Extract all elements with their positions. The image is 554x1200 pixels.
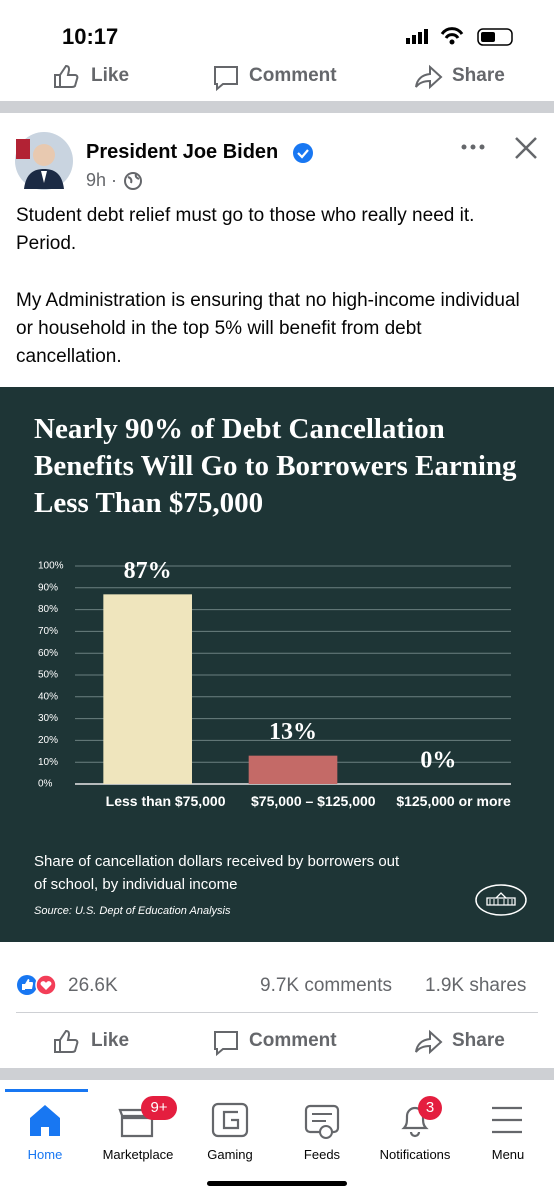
chart-title: Nearly 90% of Debt Cancellation Benefits… (34, 413, 517, 519)
share-button[interactable]: Share (452, 65, 505, 86)
comment-icon[interactable] (212, 64, 240, 92)
nav-icons (30, 1102, 522, 1139)
home-icon[interactable] (30, 1105, 60, 1136)
time: 10:17 (62, 24, 119, 49)
y-tick-label: 10% (38, 757, 58, 768)
nav-notifications[interactable]: Notifications (379, 1147, 451, 1162)
y-tick-label: 60% (38, 648, 58, 659)
comment-count[interactable]: 9.7K comments (260, 975, 392, 996)
notifications-icon[interactable] (401, 1106, 429, 1138)
separator (0, 1068, 554, 1080)
nav-home[interactable]: Home (27, 1147, 63, 1162)
badge: 9+ (141, 1096, 177, 1120)
active-tab-indicator (5, 1089, 88, 1092)
gaming-icon[interactable] (211, 1102, 249, 1138)
globe-icon (124, 172, 142, 190)
x-tick-label: Less than $75,000 (105, 793, 226, 809)
reaction-icons[interactable] (16, 974, 66, 996)
nav-feeds[interactable]: Feeds (303, 1147, 341, 1162)
nav-gaming[interactable]: Gaming (207, 1147, 253, 1162)
y-tick-label: 0% (38, 779, 53, 790)
y-tick-label: 70% (38, 626, 58, 637)
post-menu[interactable] (458, 136, 542, 162)
share-icon[interactable] (414, 64, 444, 90)
x-tick-label: $75,000 – $125,000 (251, 793, 376, 809)
white-house-logo (475, 884, 527, 916)
comment-icon[interactable] (212, 1029, 240, 1057)
share-icon[interactable] (414, 1029, 444, 1055)
y-tick-label: 20% (38, 735, 58, 746)
post-text: My Administration is ensuring that no hi… (16, 290, 520, 367)
status-icons (406, 27, 513, 46)
like-button[interactable]: Like (91, 65, 130, 86)
home-indicator (207, 1181, 347, 1186)
y-tick-label: 80% (38, 604, 58, 615)
nav-marketplace[interactable]: Marketplace (102, 1147, 174, 1162)
share-button[interactable]: Share (452, 1030, 505, 1051)
comment-button[interactable]: Comment (249, 1030, 337, 1051)
verified-badge (293, 143, 313, 163)
value-label: 87% (124, 558, 172, 584)
bar (248, 755, 338, 784)
y-tick-label: 100% (38, 561, 64, 572)
value-label: 0% (420, 748, 456, 774)
x-tick-label: $125,000 or more (396, 793, 511, 809)
y-tick-label: 90% (38, 582, 58, 593)
y-tick-label: 50% (38, 670, 58, 681)
nav-menu[interactable]: Menu (491, 1147, 525, 1162)
like-icon[interactable] (52, 1029, 82, 1055)
bar (103, 594, 192, 784)
chart-source: Source: U.S. Dept of Education Analysis (34, 905, 231, 917)
post-time: 9h · (86, 170, 118, 190)
like-button[interactable]: Like (91, 1030, 130, 1051)
separator (0, 101, 554, 113)
divider (16, 1012, 538, 1013)
share-count[interactable]: 1.9K shares (425, 975, 527, 996)
badge: 3 (418, 1096, 442, 1120)
like-icon[interactable] (52, 64, 82, 90)
reaction-count[interactable]: 26.6K (68, 975, 118, 996)
chart-image[interactable]: Nearly 90% of Debt Cancellation Benefits… (0, 387, 554, 942)
value-label: 13% (269, 719, 317, 745)
y-tick-label: 40% (38, 691, 58, 702)
avatar[interactable] (14, 131, 74, 191)
comment-button[interactable]: Comment (249, 65, 337, 86)
menu-icon[interactable] (492, 1106, 522, 1134)
chart: 0% 10% 20% 30% 40% 50% 60% 70% 80% 90% 100% 87% 13% 0… (38, 558, 511, 790)
post-text: Student debt relief must go to those who… (16, 205, 475, 254)
y-tick-label: 30% (38, 713, 58, 724)
author-name[interactable]: President Joe Biden (86, 141, 279, 163)
chart-caption: Share of cancellation dollars received b… (34, 853, 400, 893)
